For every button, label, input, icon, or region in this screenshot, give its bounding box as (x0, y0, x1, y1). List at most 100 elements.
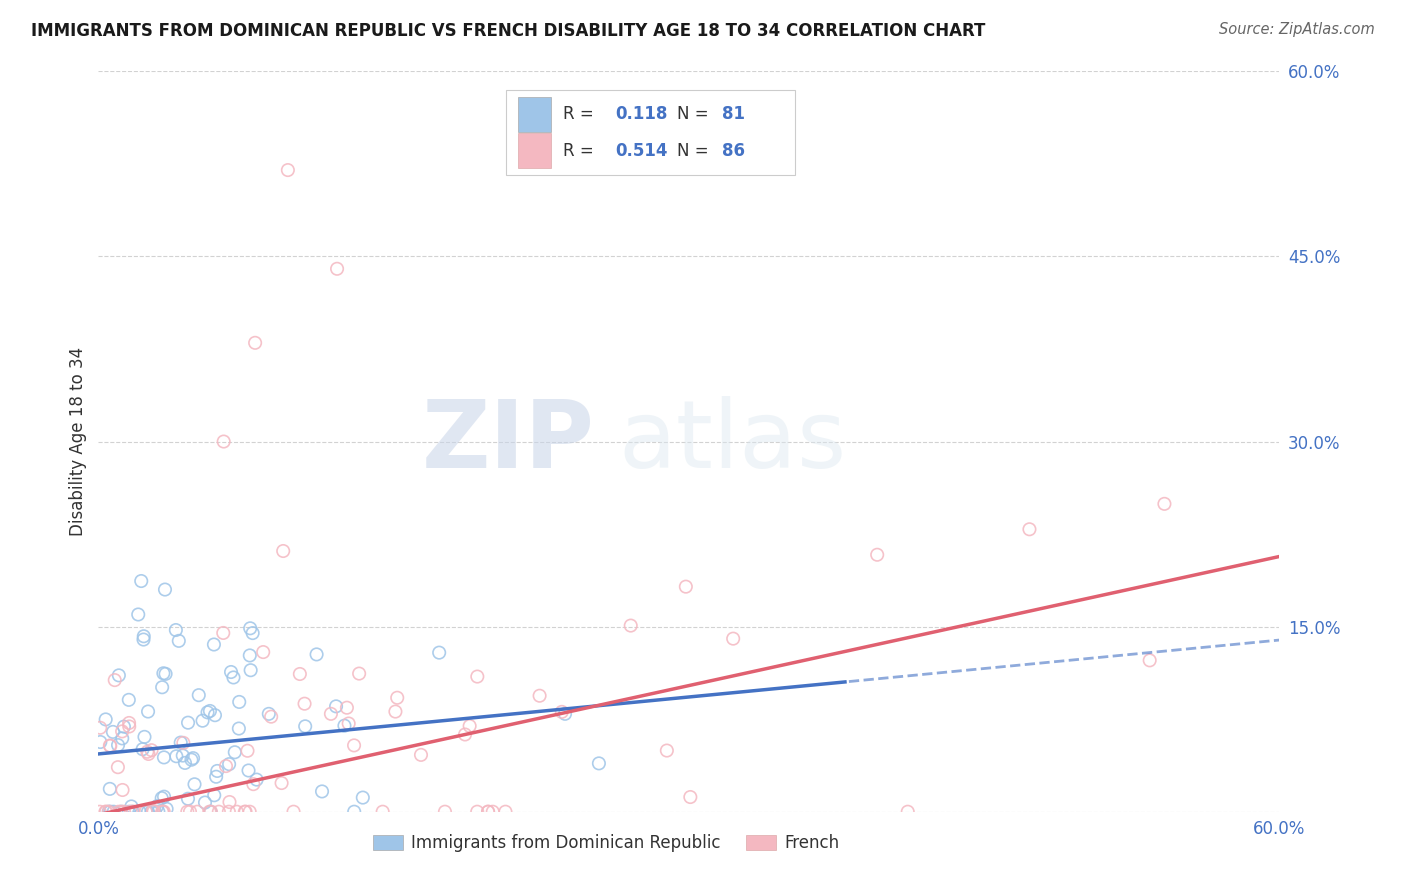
Point (152, 666, 174, 681)
Point (107, 805, 129, 819)
Point (165, 623, 187, 637)
Point (252, 645, 274, 659)
Point (112, 805, 135, 819)
Point (897, 805, 920, 819)
Point (239, 648, 262, 663)
Point (243, 335, 266, 350)
Point (1367, 666, 1389, 681)
Point (207, 764, 229, 778)
Point (152, 805, 174, 819)
Point (477, 805, 499, 819)
Point (238, 764, 260, 778)
Point (153, 750, 176, 764)
Point (494, 805, 516, 819)
Point (551, 705, 574, 719)
Point (89, 721, 111, 735)
Point (866, 548, 889, 562)
Point (481, 805, 503, 819)
Text: 0.514: 0.514 (616, 142, 668, 160)
Point (228, 722, 250, 736)
Point (165, 749, 187, 764)
Point (1153, 497, 1175, 511)
Point (101, 725, 124, 739)
Point (136, 745, 159, 759)
Legend: Immigrants from Dominican Republic, French: Immigrants from Dominican Republic, Fren… (367, 828, 846, 859)
Point (94, 805, 117, 819)
Point (200, 805, 222, 819)
Point (529, 689, 551, 703)
Text: 81: 81 (723, 105, 745, 123)
Point (319, 706, 342, 721)
Point (433, 805, 456, 819)
Point (136, 805, 159, 819)
Point (228, 695, 250, 709)
Point (197, 706, 219, 720)
Point (112, 720, 135, 734)
Point (202, 789, 225, 803)
Point (132, 629, 155, 643)
Point (620, 618, 643, 632)
Point (233, 805, 256, 819)
Point (200, 805, 222, 819)
Point (305, 648, 328, 662)
Point (675, 580, 697, 594)
Point (225, 805, 247, 819)
Point (176, 805, 198, 819)
Point (235, 805, 257, 819)
Point (218, 757, 240, 772)
Point (107, 738, 129, 752)
Text: N =: N = (678, 142, 714, 160)
Point (215, 759, 238, 773)
Point (294, 719, 316, 733)
Point (721, 632, 744, 646)
Point (187, 688, 209, 702)
Point (141, 743, 163, 757)
Point (110, 805, 132, 819)
Point (180, 753, 202, 767)
Point (333, 719, 356, 733)
Point (371, 805, 394, 819)
Point (222, 670, 245, 684)
Point (150, 680, 173, 694)
FancyBboxPatch shape (517, 96, 551, 132)
Point (148, 805, 170, 819)
Point (288, 667, 311, 681)
Point (458, 719, 481, 733)
Point (242, 626, 264, 640)
Point (186, 805, 208, 819)
Point (1139, 653, 1161, 667)
Point (326, 261, 349, 276)
Point (155, 666, 177, 681)
Point (465, 669, 488, 683)
Point (98, 781, 121, 796)
Point (257, 706, 280, 721)
Point (98, 739, 121, 753)
Point (167, 633, 190, 648)
Point (204, 708, 226, 723)
Point (409, 747, 432, 762)
Text: R =: R = (562, 105, 599, 123)
Point (337, 716, 360, 731)
Point (387, 690, 409, 705)
Point (129, 574, 152, 588)
Point (283, 805, 305, 819)
Point (246, 772, 269, 787)
Point (108, 668, 131, 682)
Point (146, 799, 169, 814)
Point (212, 626, 235, 640)
Point (218, 795, 240, 809)
Point (271, 544, 294, 558)
Point (174, 756, 197, 770)
Point (352, 790, 374, 805)
Point (128, 805, 150, 819)
Point (236, 744, 259, 758)
Point (218, 805, 240, 819)
Point (118, 693, 141, 707)
Point (343, 739, 366, 753)
Point (454, 727, 477, 741)
Point (138, 747, 160, 761)
Point (242, 777, 264, 791)
Point (177, 715, 200, 730)
Point (212, 434, 235, 449)
Point (111, 724, 134, 739)
